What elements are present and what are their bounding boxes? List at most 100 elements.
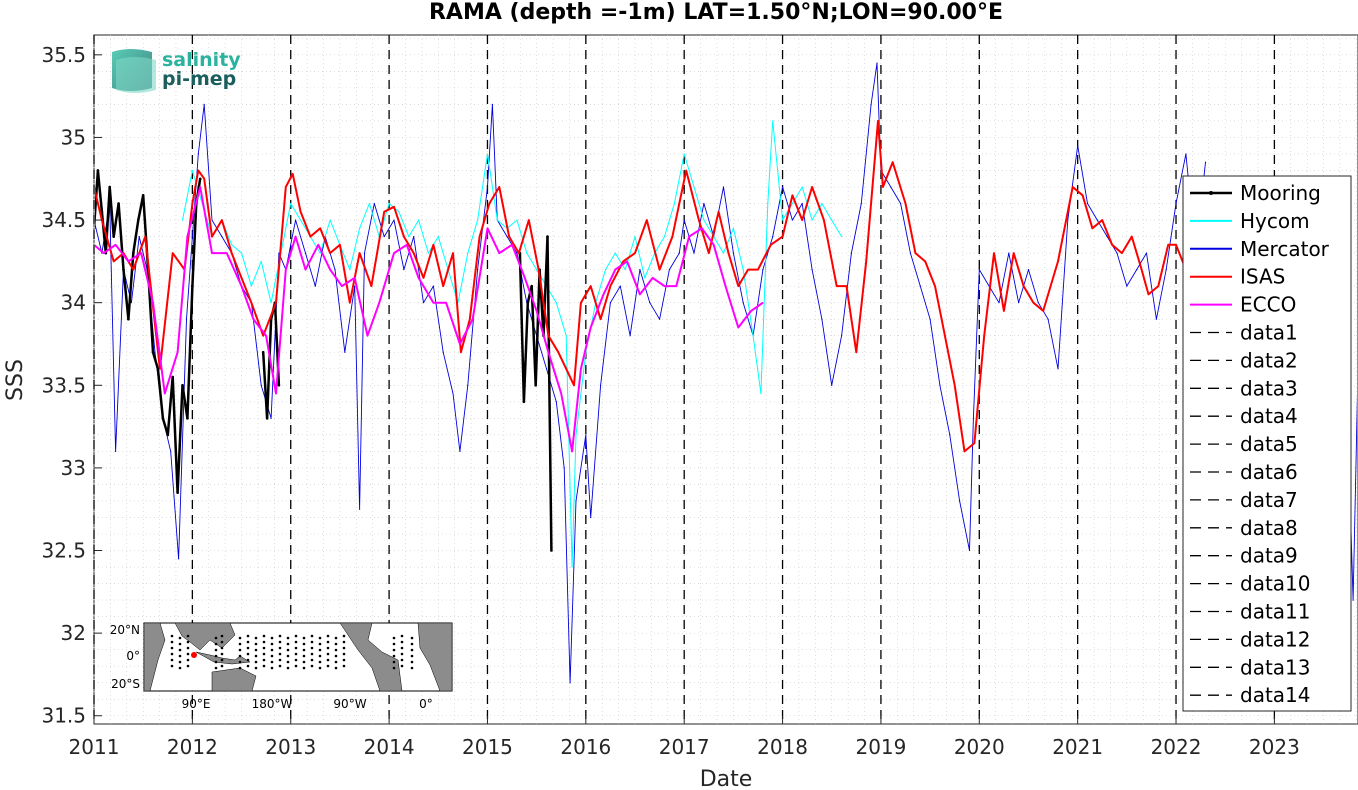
data-point-mercator [781,186,784,188]
data-point-isas [973,442,975,444]
inset-lon-label: 90°E [182,697,211,711]
inset-buoy-dot [238,636,242,640]
inset-lat-label: 20°N [110,623,140,637]
data-point-isas [1072,186,1074,188]
inset-buoy-dot [318,648,322,652]
inset-buoy-dot [294,664,298,668]
data-point-hycom [437,235,439,238]
data-point-mooring [117,202,120,205]
data-point-ecco [724,285,727,287]
x-tick-label: 2023 [1249,735,1300,759]
data-point-isas [299,211,302,213]
inset-buoy-dot [410,642,414,646]
legend-label: data10 [1240,572,1311,596]
data-point-hycom [752,335,754,337]
data-point-hycom [319,252,321,254]
data-point-isas [622,260,624,262]
data-point-hycom [840,235,843,238]
data-point-mercator [383,235,385,238]
data-point-isas [358,252,361,254]
data-point-mercator [1008,252,1010,254]
data-point-isas [422,277,425,279]
data-point-isas [518,252,520,254]
data-point-mercator [599,384,602,386]
data-point-isas [413,252,415,254]
x-tick-label: 2018 [757,735,808,759]
inset-buoy-dot [186,646,190,650]
data-point-mercator [154,351,156,353]
data-point-isas [770,244,772,246]
inset-buoy-dot [310,634,314,638]
y-tick-label: 33 [61,456,86,480]
data-point-hycom [571,566,573,568]
legend-label: data6 [1240,460,1298,484]
inset-buoy-dot [400,664,404,668]
data-point-isas [403,235,405,238]
inset-buoy-dot [410,636,414,640]
data-point-mercator [722,186,725,188]
legend-label: data13 [1240,655,1311,679]
data-point-mercator [949,434,951,436]
data-point-hycom [358,227,361,229]
data-point-isas [892,161,894,163]
data-point-ecco [275,392,277,395]
data-point-hycom [368,202,371,205]
data-point-mercator [1086,202,1089,205]
data-point-isas [159,368,161,370]
data-point-isas [197,169,199,172]
data-point-ecco [701,227,703,229]
legend-label: ISAS [1240,265,1285,289]
y-tick-label: 33.5 [41,373,86,397]
data-point-mooring [141,193,145,197]
data-point-isas [599,318,602,320]
data-point-mercator [1037,302,1039,304]
data-point-isas [865,260,867,262]
data-point-hycom [644,277,646,279]
inset-buoy-dot [254,648,258,652]
data-point-ecco [602,293,605,296]
data-point-isas [671,235,673,238]
data-point-mercator [619,285,621,287]
inset-buoy-dot [318,660,322,664]
data-point-isas [646,219,648,221]
inset-buoy-dot [170,640,174,644]
inset-buoy-dot [286,660,290,664]
data-point-mercator [545,368,548,370]
inset-buoy-dot [254,642,258,646]
inset-buoy-dot [342,658,346,662]
data-point-mercator [742,302,744,304]
data-point-ecco [252,318,254,320]
data-point-mercator [801,202,803,205]
logo-wave-icon-2 [116,57,156,93]
data-point-hycom [801,186,803,188]
x-tick-label: 2012 [167,735,218,759]
data-point-mercator [491,103,493,105]
data-point-isas [144,235,146,238]
data-point-mercator [978,269,980,271]
data-point-hycom [427,252,430,254]
inset-buoy-dot [310,664,314,668]
data-point-isas [319,227,321,229]
data-point-isas [1091,227,1094,229]
inset-buoy-dot [262,658,266,662]
inset-buoy-dot [214,660,218,664]
data-point-ecco [164,392,166,395]
data-point-mercator [563,467,565,469]
data-point-isas [954,384,956,386]
data-point-mercator [211,219,213,221]
inset-buoy-dot [326,658,330,662]
inset-map-land-africa [143,622,166,692]
data-point-ecco [393,252,395,254]
data-point-mooring [265,417,269,420]
inset-buoy-dot [214,642,218,646]
data-point-mercator [314,285,316,287]
data-point-mercator [909,252,912,254]
inset-buoy-dot [238,642,242,646]
data-point-isas [1042,310,1044,312]
data-point-isas [914,252,916,254]
inset-buoy-dot [392,660,396,664]
data-point-mercator [506,235,508,238]
inset-buoy-dot [178,654,182,658]
inset-buoy-dot [170,664,174,668]
inset-buoy-dot [326,652,330,656]
